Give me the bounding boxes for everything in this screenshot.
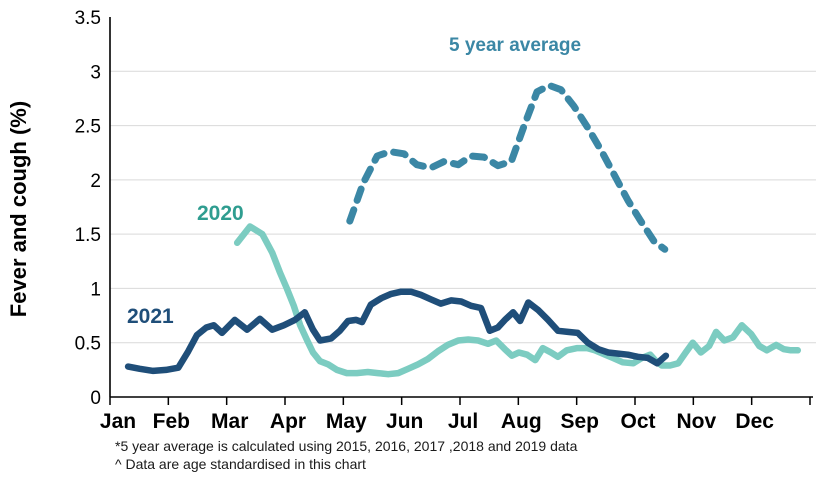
series-line-5-year-average [346, 81, 669, 253]
x-tick-label: Sep [560, 410, 599, 433]
x-tick-label: Jun [386, 410, 423, 433]
y-tick-label: 2 [90, 171, 101, 192]
y-tick-label: 1.5 [75, 225, 101, 246]
y-tick-label: 3 [90, 62, 101, 83]
series-label-2021: 2021 [127, 305, 174, 328]
x-tick-label: Dec [735, 410, 774, 433]
x-tick-label: May [326, 410, 367, 433]
x-tick-label: Nov [676, 410, 716, 433]
x-tick-label: Apr [270, 410, 306, 433]
y-tick-label: 0 [90, 388, 101, 409]
series-line-2021 [124, 288, 670, 375]
x-tick-label: Oct [620, 410, 655, 433]
y-tick-label: 2.5 [75, 117, 101, 138]
x-tick-label: Feb [153, 410, 190, 433]
y-tick-label: 1 [90, 279, 101, 300]
x-tick-label: Jul [448, 410, 478, 433]
series-label-5-year-average: 5 year average [449, 35, 582, 56]
x-tick-label: Mar [211, 410, 248, 433]
x-tick-label: Aug [501, 410, 542, 433]
x-tick-label: Jan [100, 410, 136, 433]
y-tick-label: 3.5 [75, 8, 101, 29]
footnote-age-standardised: ^ Data are age standardised in this char… [115, 456, 366, 472]
series-line-2020 [233, 223, 802, 378]
y-tick-label: 0.5 [75, 334, 101, 355]
y-axis-title: Fever and cough (%) [6, 100, 31, 318]
series-label-2020: 2020 [197, 202, 244, 225]
footnote-5-year-average: *5 year average is calculated using 2015… [115, 438, 578, 454]
